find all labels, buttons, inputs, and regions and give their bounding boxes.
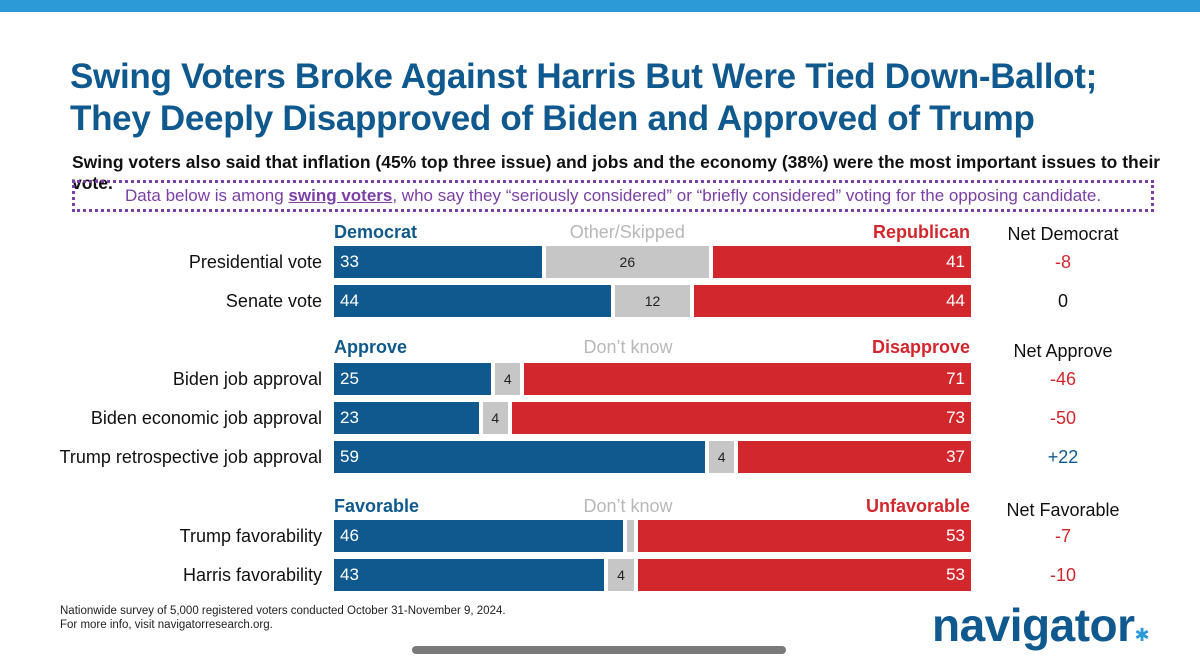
header-mid: Other/Skipped <box>569 222 685 242</box>
row-label: Biden job approval <box>172 369 322 389</box>
footnote-line-1: Nationwide survey of 5,000 registered vo… <box>60 605 506 617</box>
row-label: Senate vote <box>225 291 322 311</box>
bar-right: 41 <box>713 246 971 278</box>
bar-left-value: 46 <box>340 526 359 545</box>
bar-left: 46 <box>334 520 624 552</box>
bar-left: 25 <box>334 363 492 395</box>
header-right: Disapprove <box>871 337 970 357</box>
bar-mid-value: 4 <box>617 567 625 583</box>
bar-mid: 4 <box>709 441 735 473</box>
navigator-logo: navigator✱ <box>932 598 1150 652</box>
bar-left: 43 <box>334 559 605 591</box>
bar-left-value: 33 <box>340 252 359 271</box>
net-value: +22 <box>1047 447 1079 467</box>
logo-star-icon: ✱ <box>1134 625 1150 645</box>
bar-mid-value: 12 <box>644 293 661 309</box>
bar-mid: 4 <box>608 559 634 591</box>
note-pre: Data below is among <box>124 186 289 205</box>
net-value: 0 <box>1057 291 1068 311</box>
bar-right: 53 <box>637 559 971 591</box>
bar-left-value: 43 <box>340 565 359 584</box>
row-label: Trump favorability <box>179 526 322 546</box>
bar-left-value: 23 <box>340 408 359 427</box>
title-line-1: Swing Voters Broke Against Harris But We… <box>70 57 1097 96</box>
bar-right: 71 <box>524 363 971 395</box>
bar-right-value: 44 <box>946 291 965 310</box>
top-accent-bar <box>0 0 1200 12</box>
bar-right: 37 <box>738 441 971 473</box>
bar-left: 33 <box>334 246 542 278</box>
bar-mid: 4 <box>495 363 521 395</box>
bar-right-value: 53 <box>946 526 965 545</box>
bar-mid: 4 <box>482 402 508 434</box>
net-value: -46 <box>1049 369 1076 389</box>
page-title: Swing Voters Broke Against Harris But We… <box>70 56 1180 140</box>
bar-mid: 12 <box>614 285 691 317</box>
title-line-2: They Deeply Disapproved of Biden and App… <box>70 99 1035 138</box>
header-mid: Don’t know <box>583 496 673 516</box>
bar-mid: 26 <box>545 246 710 278</box>
bar-right-value: 37 <box>946 447 965 466</box>
bar-mid-value: 26 <box>619 254 636 270</box>
note-link-swing-voters[interactable]: swing voters <box>288 186 393 205</box>
bar-right-value: 53 <box>946 565 965 584</box>
net-value: -7 <box>1054 526 1071 546</box>
bar-right: 44 <box>694 285 971 317</box>
header-left: Approve <box>334 337 408 357</box>
bar-left: 23 <box>334 402 479 434</box>
net-header: Net Democrat <box>1007 224 1119 244</box>
bar-left-value: 59 <box>340 447 359 466</box>
footnote: Nationwide survey of 5,000 registered vo… <box>60 604 506 632</box>
header-mid: Don’t know <box>583 337 673 357</box>
footnote-line-2: For more info, visit navigatorresearch.o… <box>60 619 273 631</box>
scroll-indicator[interactable] <box>412 646 786 654</box>
bar-left: 59 <box>334 441 706 473</box>
note-post: , who say they “seriously considered” or… <box>392 186 1102 205</box>
row-label: Biden economic job approval <box>90 408 322 428</box>
subtitle: Swing voters also said that inflation (4… <box>72 152 1161 193</box>
bar-mid <box>627 520 634 552</box>
bar-right-value: 41 <box>946 252 965 271</box>
bar-mid-value: 4 <box>503 371 512 387</box>
row-label: Presidential vote <box>188 252 322 272</box>
bar-right-value: 71 <box>946 369 965 388</box>
bar-right: 53 <box>637 520 971 552</box>
net-header: Net Favorable <box>1006 500 1120 520</box>
logo-text: navigator <box>932 599 1135 651</box>
header-right: Republican <box>872 222 970 242</box>
header-left: Democrat <box>334 222 418 242</box>
net-value: -50 <box>1049 408 1076 428</box>
header-right: Unfavorable <box>865 496 970 516</box>
bar-right-value: 73 <box>946 408 965 427</box>
net-value: -10 <box>1049 565 1076 585</box>
net-value: -8 <box>1054 252 1071 272</box>
net-header: Net Approve <box>1013 341 1113 361</box>
bar-left-value: 25 <box>340 369 359 388</box>
bar-mid-value: 4 <box>717 449 726 465</box>
bar-right: 73 <box>511 402 971 434</box>
bar-left: 44 <box>334 285 611 317</box>
header-left: Favorable <box>334 496 420 516</box>
bar-mid-value: 4 <box>491 410 500 426</box>
row-label: Harris favorability <box>182 565 322 585</box>
swing-voter-note: Data below is among swing voters, who sa… <box>72 180 1154 212</box>
bar-left-value: 44 <box>340 291 359 310</box>
row-label: Trump retrospective job approval <box>59 447 322 467</box>
